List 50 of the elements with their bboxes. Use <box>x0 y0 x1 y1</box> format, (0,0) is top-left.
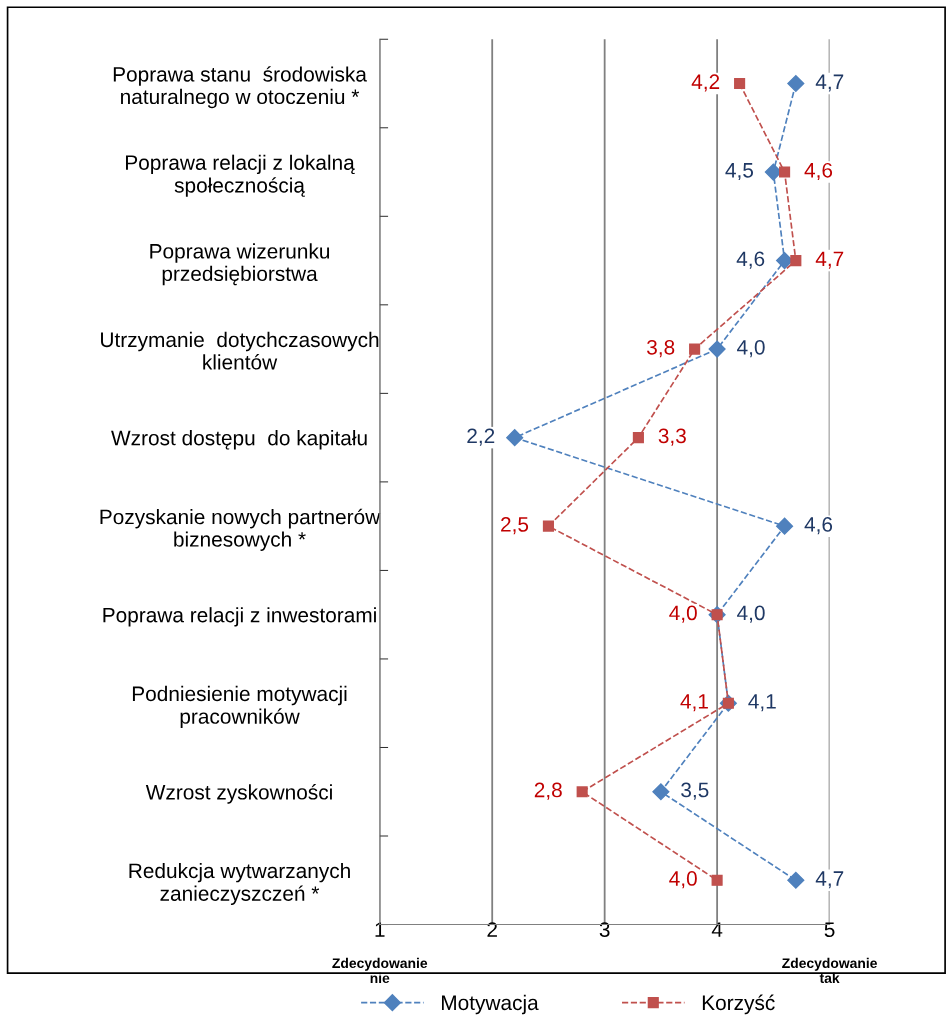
point <box>779 166 791 178</box>
legend-label: Motywacja <box>442 994 539 1015</box>
data-label: 4,2 <box>691 74 720 92</box>
x-tick-label: 1 <box>375 922 385 937</box>
data-label: 2,5 <box>501 517 529 535</box>
data-label: 4,6 <box>804 162 833 181</box>
y-tick-label: Pozyskanie nowych partnerów biznesowych * <box>100 508 381 551</box>
point <box>776 517 794 535</box>
data-label: 2,2 <box>467 428 495 446</box>
y-tick-label: Poprawa wizerunku przedsiębiorstwa <box>150 243 330 286</box>
y-tick-label: Wzrost dostępu do kapitału <box>111 430 367 450</box>
y-tick-label: Podniesienie motywacji pracowników <box>132 685 347 728</box>
point <box>506 429 524 447</box>
point <box>689 343 701 355</box>
data-label: 3,3 <box>658 428 686 446</box>
data-label: 4,0 <box>669 871 697 889</box>
point <box>576 786 588 798</box>
data-label: 4,7 <box>815 251 844 269</box>
data-label: 4,1 <box>748 694 776 712</box>
data-label: 2,8 <box>534 782 562 800</box>
point <box>790 255 802 267</box>
data-label: 3,8 <box>647 339 675 358</box>
point <box>711 874 723 886</box>
point <box>708 340 726 358</box>
data-label: 4,7 <box>815 871 844 889</box>
y-tick-label: Poprawa relacji z inwestorami <box>103 607 376 627</box>
y-tick-label: Poprawa stanu środowiska naturalnego w otoczeniu * <box>113 66 367 109</box>
x-tick-label: 5 <box>824 922 835 938</box>
point <box>734 77 746 90</box>
point <box>632 432 644 444</box>
point <box>787 74 805 93</box>
legend-label: Korzyść <box>702 994 775 1015</box>
text: Zdecydowanie nie <box>332 957 428 984</box>
data-label: 4,6 <box>804 517 833 535</box>
data-label: 4,0 <box>737 605 765 623</box>
y-tick-label: Wzrost zyskowności <box>145 784 332 804</box>
data-label: 3,5 <box>681 782 709 800</box>
data-label: 4,7 <box>815 74 844 92</box>
point <box>787 871 805 889</box>
data-label: 4,6 <box>736 251 765 269</box>
point <box>542 520 554 532</box>
text: Zdecydowanie tak <box>782 957 877 984</box>
data-label: 4,1 <box>680 694 708 712</box>
data-label: 4,0 <box>669 605 697 623</box>
y-tick-label: Utrzymanie dotychczasowych klientów <box>101 331 379 370</box>
point <box>652 783 670 801</box>
y-tick-label: Redukcja wytwarzanych zanieczyszczeń * <box>129 862 350 906</box>
data-label: 4,5 <box>725 163 754 181</box>
data-label: 4,0 <box>737 339 765 358</box>
y-tick-label: Poprawa relacji z lokalną społecznością <box>126 154 355 197</box>
